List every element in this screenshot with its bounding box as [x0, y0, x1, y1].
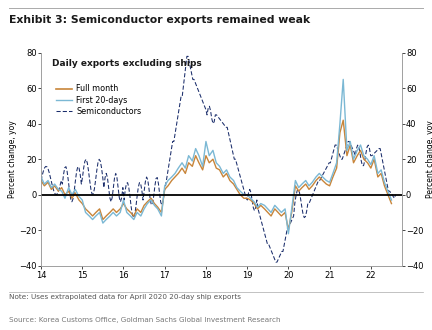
- Legend: Full month, First 20-days, Semiconductors: Full month, First 20-days, Semiconductor…: [56, 84, 141, 116]
- Text: Note: Uses extrapolated data for April 2020 20-day ship exports: Note: Uses extrapolated data for April 2…: [9, 294, 241, 300]
- Text: Exhibit 3: Semiconductor exports remained weak: Exhibit 3: Semiconductor exports remaine…: [9, 15, 310, 25]
- Text: Daily exports excluding ships: Daily exports excluding ships: [52, 59, 202, 68]
- Y-axis label: Percent change, yoy: Percent change, yoy: [8, 120, 16, 198]
- Y-axis label: Percent change, yoy: Percent change, yoy: [426, 120, 432, 198]
- Text: Source: Korea Customs Office, Goldman Sachs Global Investment Research: Source: Korea Customs Office, Goldman Sa…: [9, 317, 280, 323]
